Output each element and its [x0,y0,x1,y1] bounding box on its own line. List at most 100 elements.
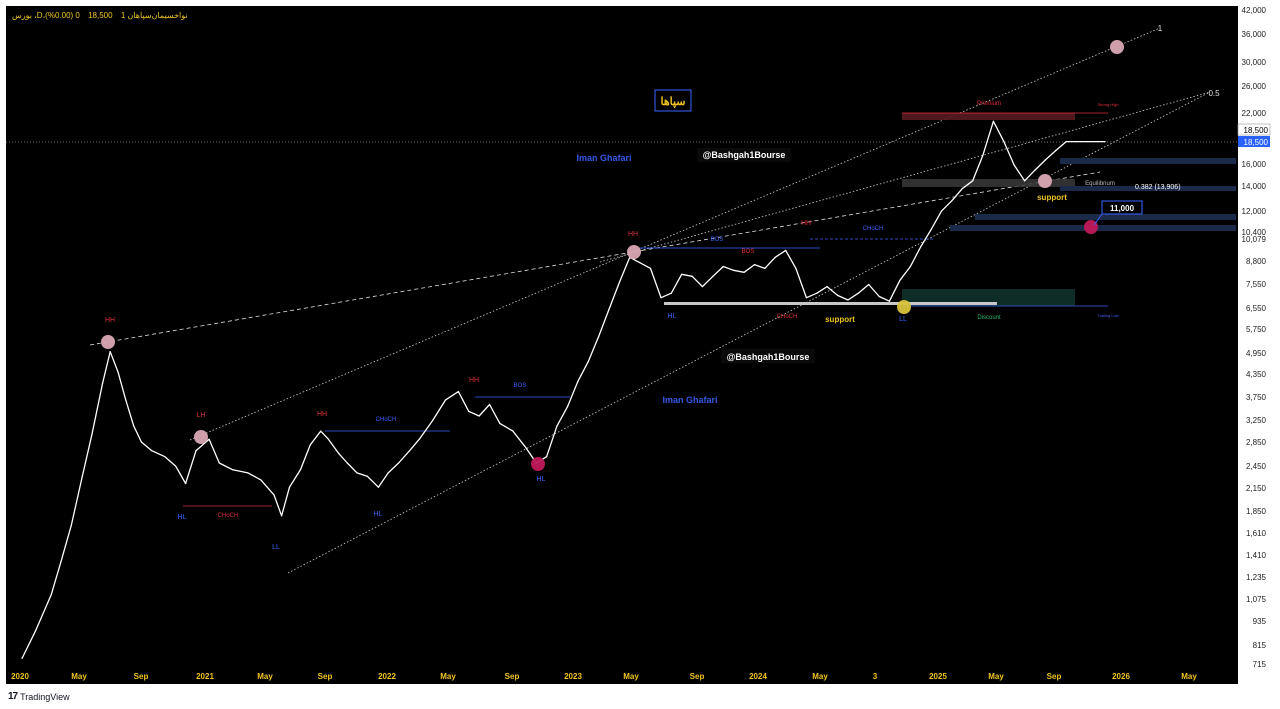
brand-name: TradingView [20,691,70,702]
price-point [1075,141,1078,143]
price-point [499,422,501,424]
y-tick-label: 8,800 [1246,257,1267,266]
price-point [50,594,52,596]
author-label-2: Iman Ghafari [662,395,717,405]
price-point [743,271,745,273]
price-point [133,425,135,427]
price-point [457,391,459,393]
x-tick-label: 3 [873,672,878,681]
price-point [1055,150,1057,152]
price-axis[interactable] [1238,6,1280,684]
annotations: HH LH HL LL HH HL HH HL HH HL HH LL CHoCH CHoCH BOS CHo… [101,24,1220,551]
tradingview-footer[interactable]: 17 TradingView [8,691,70,702]
y-tick-label: 4,350 [1246,370,1267,379]
price-point [670,292,672,294]
structure-label-choch: CHoCH [376,417,397,423]
x-axis-ticks: 2020 May Sep 2021 May Sep 2022 May Sep 2023 May Sep… [11,672,1197,681]
price-point [478,415,480,417]
swing-label-lh: LH [197,412,206,419]
price-point [398,462,400,464]
price-point [175,465,177,467]
price-point [109,351,111,353]
price-point [608,309,610,311]
price-point [512,430,514,432]
watermark-bg-2 [721,349,815,363]
price-point [951,200,953,202]
swing-label-hh: HH [469,377,479,384]
price-point [1086,141,1088,143]
price-point [81,475,83,477]
price-point [940,210,943,212]
channel-upper-line [189,27,1161,441]
price-point [753,264,756,266]
support-label-2025: support [1037,193,1067,202]
price-point [21,657,23,660]
y-tick-label: 1,850 [1246,507,1267,516]
target-box [1101,200,1143,215]
price-point [356,472,358,474]
watermark-label-2: @Bashgah1Bourse [727,352,810,362]
y-tick-label: 1,075 [1246,595,1267,604]
swing-label-ll: LL [272,544,280,551]
last-price-badge-white-label: 18,500 [1244,126,1269,135]
symbol-name[interactable]: بورس ،D،نواخسیمان‌سپاهان 1 [12,11,188,20]
price-point [185,482,187,485]
price-point [774,256,776,258]
trendline-dashed [89,171,1101,346]
swing-label-hh: HH [628,231,638,238]
chart-header: بورس ،D،نواخسیمان‌سپاهان 1 18,500 0 (0.0… [12,11,194,20]
x-tick-label: Sep [1047,672,1062,681]
premium-zone [902,113,1075,120]
structure-label-bos: BOS [514,383,527,389]
x-tick-label: May [257,672,273,681]
price-point [195,450,197,452]
ob-zone-2 [1060,186,1236,191]
price-point [992,120,995,122]
price-point [1024,180,1026,182]
price-point [961,188,963,190]
last-price-badge-blue [1238,136,1270,147]
fib-0382-label: 0.382 (13,906) [1135,184,1181,191]
price-point [431,420,433,422]
ob-zone-3 [975,214,1236,220]
price-point [468,410,470,412]
structure-label-choch: CHoCH [777,314,798,320]
swing-marker-hl-2022 [531,457,545,471]
y-tick-label: 14,000 [1242,182,1267,191]
swing-label-hh: HH [801,220,811,227]
y-tick-label: 2,150 [1246,484,1267,493]
y-tick-label: 42,000 [1242,6,1267,15]
price-point [733,269,735,271]
price-point [878,295,880,298]
swing-marker-ll-2024 [897,300,911,314]
support-bar [664,302,997,305]
price-point [327,438,329,440]
price-point [387,472,389,474]
price-point [691,275,693,277]
discount-zone [902,289,1075,306]
price-point [418,438,420,440]
price-point [857,292,859,294]
last-price-badge-white [1237,123,1271,136]
price-point [618,281,621,283]
price-point [930,229,932,231]
price-point [444,399,446,401]
x-tick-label: May [812,672,828,681]
y-tick-label: 815 [1253,641,1267,650]
price-point [805,297,808,299]
price-point [587,361,589,363]
channel-mid-line [599,91,1211,263]
x-tick-label: May [988,672,1004,681]
x-tick-label: Sep [690,672,705,681]
price-point [920,246,922,248]
y-tick-label: 2,450 [1246,462,1267,471]
swing-label-hl: HL [668,313,677,320]
price-point [681,273,683,275]
price-point [273,494,275,496]
premium-label: Premium [977,101,1001,107]
price-point [982,154,984,156]
price-point [909,265,912,268]
persian-title-box [654,89,692,112]
persian-title-label: سپاها [660,96,685,108]
x-tick-label: Sep [318,672,333,681]
